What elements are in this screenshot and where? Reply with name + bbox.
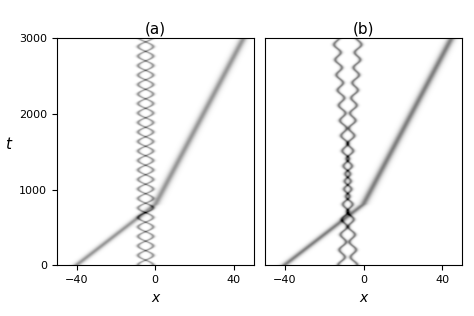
Title: (b): (b) xyxy=(353,22,374,37)
X-axis label: x: x xyxy=(151,291,159,305)
Title: (a): (a) xyxy=(145,22,166,37)
Y-axis label: t: t xyxy=(5,137,11,152)
X-axis label: x: x xyxy=(360,291,368,305)
